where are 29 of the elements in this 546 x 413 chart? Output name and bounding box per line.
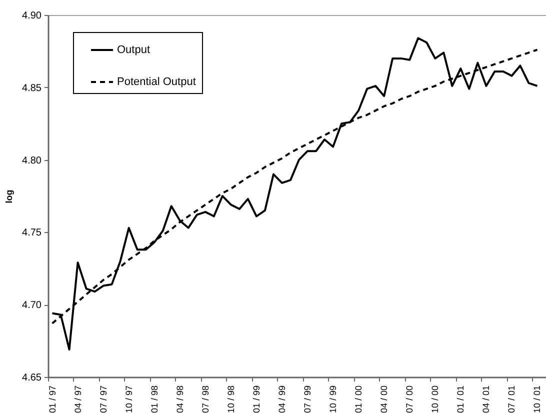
y-tick-label: 4.85 — [22, 82, 42, 94]
y-tick-label: 4.65 — [22, 372, 42, 384]
x-tick-label: 10 / 97 — [124, 386, 134, 413]
x-tick-label: 01 / 99 — [251, 386, 262, 413]
x-tick-label: 10 / 98 — [226, 386, 236, 413]
x-tick-label: 07 / 98 — [200, 386, 210, 413]
x-tick-label: 07 / 99 — [302, 386, 313, 413]
x-tick-label: 07 / 00 — [404, 386, 415, 413]
legend-label: Output — [117, 44, 150, 56]
x-tick-label: 04 / 99 — [276, 386, 287, 413]
x-tick-label: 10 / 01 — [532, 386, 542, 413]
legend-label: Potential Output — [117, 76, 196, 88]
x-tick-label: 01 / 01 — [456, 386, 466, 413]
x-tick-label: 04 / 01 — [481, 386, 492, 413]
x-tick-label: 04 / 97 — [72, 386, 83, 413]
y-tick-label: 4.90 — [22, 10, 42, 22]
y-tick-label: 4.70 — [22, 300, 42, 312]
x-tick-label: 01 / 97 — [47, 386, 58, 413]
y-tick-label: 4.75 — [22, 228, 42, 239]
x-tick-label: 04 / 00 — [379, 386, 390, 413]
x-tick-label: 01 / 98 — [149, 386, 160, 413]
x-tick-label: 07 / 01 — [506, 386, 517, 413]
x-tick-label: 10 / 99 — [328, 386, 338, 413]
y-axis-title: log — [4, 190, 14, 204]
x-tick-label: 07 / 97 — [98, 386, 108, 413]
y-tick-label: 4.80 — [22, 155, 42, 166]
x-tick-label: 04 / 98 — [174, 386, 185, 413]
x-tick-label: 01 / 00 — [354, 386, 364, 413]
x-tick-label: 10 / 00 — [430, 386, 440, 413]
